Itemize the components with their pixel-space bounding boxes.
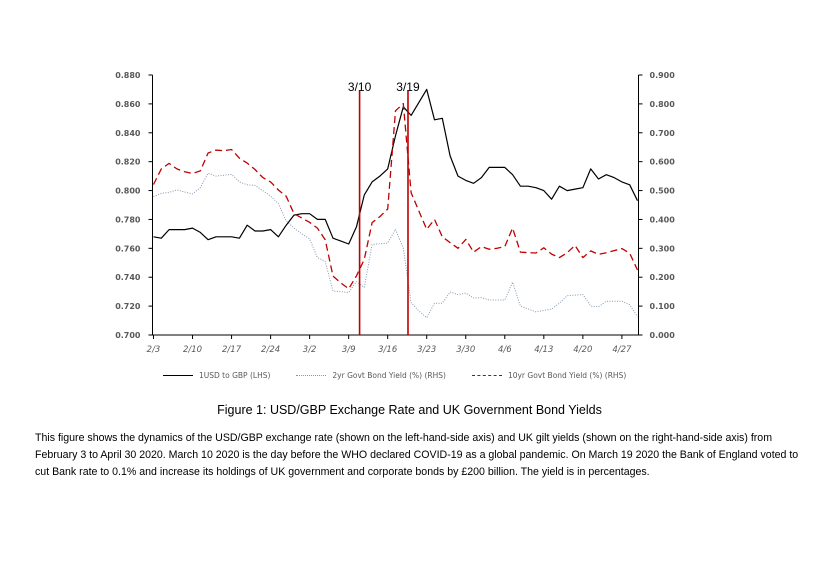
x-axis-tick-label: 4/6 (498, 345, 512, 355)
left-axis-tick-label: 0.700 (115, 331, 141, 340)
x-axis-tick-label: 4/20 (573, 345, 592, 355)
right-axis-tick-label: 0.100 (650, 302, 676, 311)
legend-item-usd-gbp: 1USD to GBP (LHS) (163, 371, 270, 380)
legend-swatch-dotted (296, 375, 327, 376)
x-axis-tick-label: 3/23 (417, 345, 436, 355)
x-axis-tick-label: 2/17 (222, 345, 242, 355)
legend-item-2yr: 2yr Govt Bond Yield (%) (RHS) (296, 371, 446, 380)
left-axis-tick-label: 0.800 (115, 187, 141, 196)
figure-caption: Figure 1: USD/GBP Exchange Rate and UK G… (217, 403, 602, 417)
x-axis-tick-label: 3/30 (456, 345, 475, 355)
series-line-usd-gbp (153, 88, 639, 245)
right-axis-tick-label: 0.900 (650, 71, 676, 80)
left-axis-tick-label: 0.720 (115, 302, 141, 311)
left-axis-tick-label: 0.880 (115, 71, 141, 80)
left-axis-tick-label: 0.820 (115, 158, 141, 167)
left-axis-tick-label: 0.840 (115, 129, 141, 138)
legend-swatch-solid (163, 375, 193, 376)
x-axis-tick-label: 4/13 (534, 345, 553, 355)
series-line-10yr-yield (152, 102, 639, 290)
x-axis-tick-label: 3/16 (378, 345, 398, 355)
right-axis-tick-label: 0.200 (650, 273, 676, 282)
x-axis-tick-label: 3/9 (342, 345, 356, 355)
left-axis-tick-label: 0.860 (115, 100, 141, 109)
chart: 0.700 0.720 0.740 0.760 0.780 0.800 0.820 0.840… (115, 71, 676, 355)
right-axis-tick-label: 0.800 (650, 100, 676, 109)
legend-item-10yr: 10yr Govt Bond Yield (%) (RHS) (471, 371, 627, 380)
event-line-label: 3/19 (396, 80, 420, 94)
legend-label: 2yr Govt Bond Yield (%) (RHS) (332, 371, 446, 380)
legend-label: 1USD to GBP (LHS) (199, 371, 271, 380)
left-axis-tick-label: 0.740 (115, 273, 141, 282)
legend-swatch-dashed (471, 375, 502, 376)
right-axis-tick-label: 0.400 (650, 215, 676, 224)
left-axis-tick-label: 0.780 (115, 215, 141, 224)
x-axis-tick-label: 3/2 (303, 345, 317, 355)
right-axis-tick-label: 0.000 (650, 331, 676, 340)
right-axis-tick-label: 0.700 (650, 129, 676, 138)
series-line-2yr-yield (153, 172, 638, 319)
event-line-label: 3/10 (348, 80, 372, 94)
legend: 1USD to GBP (LHS) 2yr Govt Bond Yield (%… (163, 371, 626, 380)
x-axis-tick-label: 2/10 (183, 345, 202, 355)
right-axis-tick-label: 0.300 (650, 244, 676, 253)
right-axis-tick-label: 0.600 (650, 158, 676, 167)
figure-note: This figure shows the dynamics of the US… (35, 432, 799, 478)
x-axis-tick-label: 2/3 (147, 345, 161, 355)
legend-label: 10yr Govt Bond Yield (%) (RHS) (507, 371, 627, 380)
right-axis-tick-label: 0.500 (650, 187, 676, 196)
left-axis-tick-label: 0.760 (115, 244, 141, 253)
x-axis-tick-label: 4/27 (612, 345, 632, 355)
x-axis-tick-label: 2/24 (261, 345, 280, 355)
